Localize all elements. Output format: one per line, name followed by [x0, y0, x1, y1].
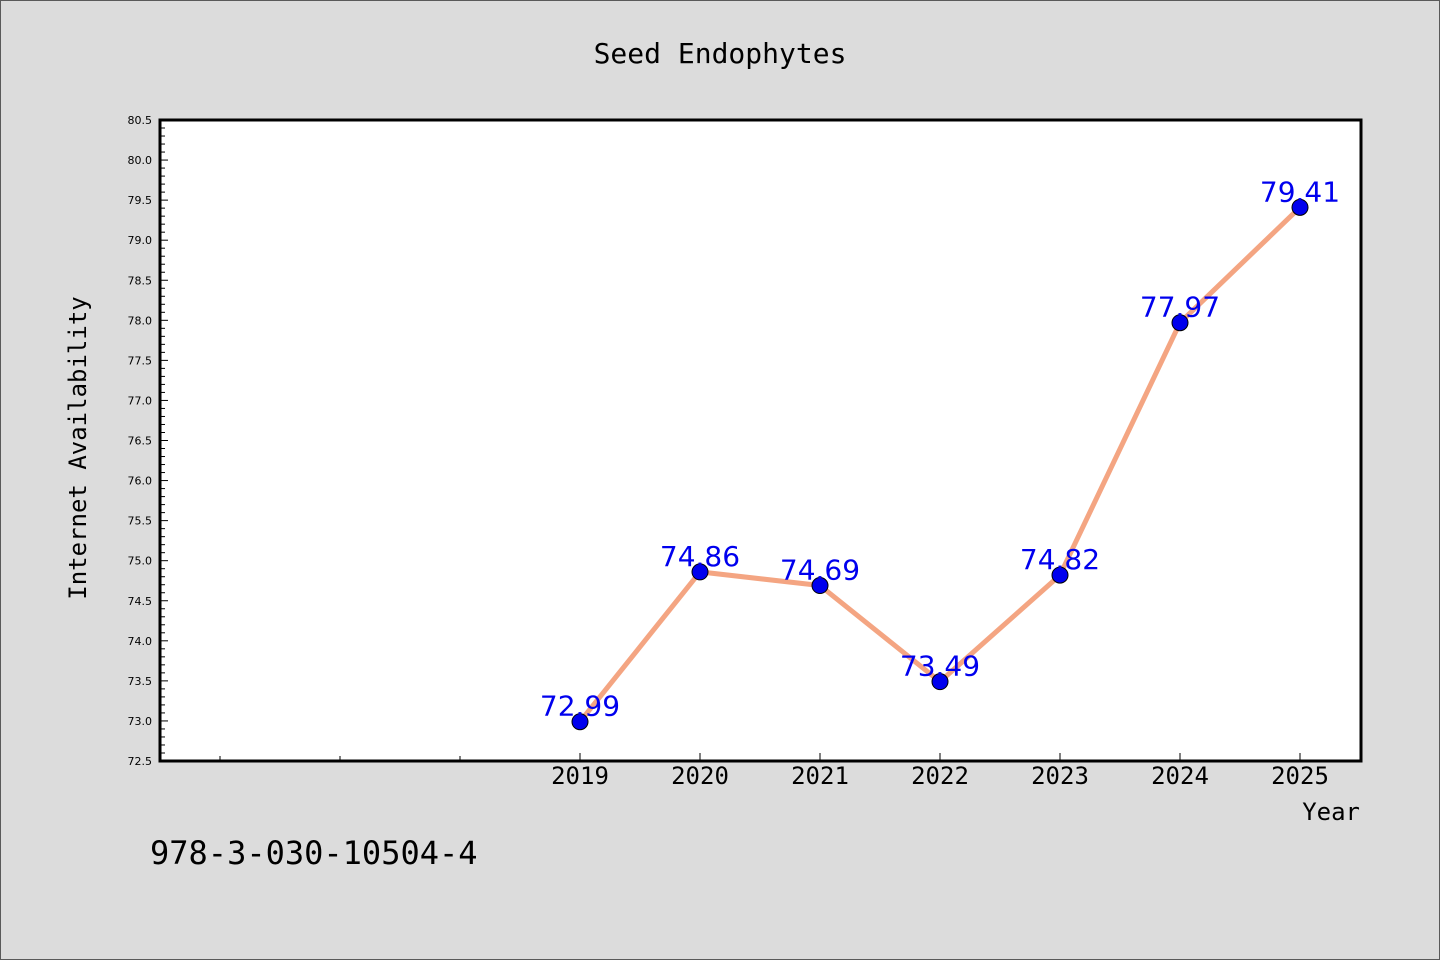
x-tick-label: 2021 — [791, 762, 849, 790]
y-axis-label: Internet Availability — [64, 296, 92, 599]
y-tick-label: 76.0 — [128, 475, 153, 488]
x-axis: 2019 2020 2021 2022 2023 2024 2025 — [219, 753, 1329, 790]
isbn-text: 978-3-030-10504-4 — [150, 834, 478, 872]
data-point — [691, 563, 709, 581]
data-label: 72.99 — [540, 690, 620, 723]
data-label: 74.82 — [1020, 543, 1100, 576]
data-point — [811, 577, 829, 595]
data-point — [571, 713, 589, 731]
y-tick-label: 74.5 — [128, 595, 153, 608]
data-label: 79.41 — [1260, 175, 1340, 208]
data-label: 74.69 — [780, 554, 860, 587]
y-tick-label: 73.5 — [128, 675, 153, 688]
y-tick-label: 75.5 — [128, 515, 153, 528]
y-tick-label: 77.5 — [128, 354, 153, 367]
data-label: 73.49 — [900, 650, 980, 683]
data-point — [931, 673, 949, 691]
series-layer: 72.99 74.86 74.69 73.49 74.82 77.97 79.41 — [540, 175, 1340, 731]
x-tick-label: 2025 — [1271, 762, 1329, 790]
x-tick-label: 2019 — [551, 762, 609, 790]
y-tick-label: 79.0 — [128, 234, 153, 247]
x-tick-label: 2023 — [1031, 762, 1089, 790]
y-tick-label: 72.5 — [128, 755, 153, 768]
y-tick-label: 80.0 — [128, 154, 153, 167]
y-tick-label: 74.0 — [128, 635, 153, 648]
data-label: 77.97 — [1140, 291, 1220, 324]
x-tick-label: 2020 — [671, 762, 729, 790]
y-tick-label: 76.5 — [128, 435, 153, 448]
data-point — [1171, 314, 1189, 332]
y-tick-label: 75.0 — [128, 555, 153, 568]
y-tick-label: 78.5 — [128, 274, 153, 287]
y-axis: 72.5 73.0 73.5 74.0 74.5 75.0 75.5 76.0 76.5 77.0… — [128, 114, 168, 768]
data-label: 74.86 — [660, 540, 740, 573]
y-tick-label: 80.5 — [128, 114, 153, 127]
x-tick-label: 2022 — [911, 762, 969, 790]
y-tick-label: 73.0 — [128, 715, 153, 728]
y-tick-label: 77.0 — [128, 394, 153, 407]
x-axis-label: Year — [1302, 798, 1360, 826]
plot-area — [158, 118, 1363, 763]
y-tick-label: 78.0 — [128, 314, 153, 327]
x-tick-label: 2024 — [1151, 762, 1209, 790]
data-point — [1051, 566, 1069, 584]
y-tick-label: 79.5 — [128, 194, 153, 207]
data-point — [1291, 198, 1309, 216]
chart-title: Seed Endophytes — [594, 37, 847, 70]
